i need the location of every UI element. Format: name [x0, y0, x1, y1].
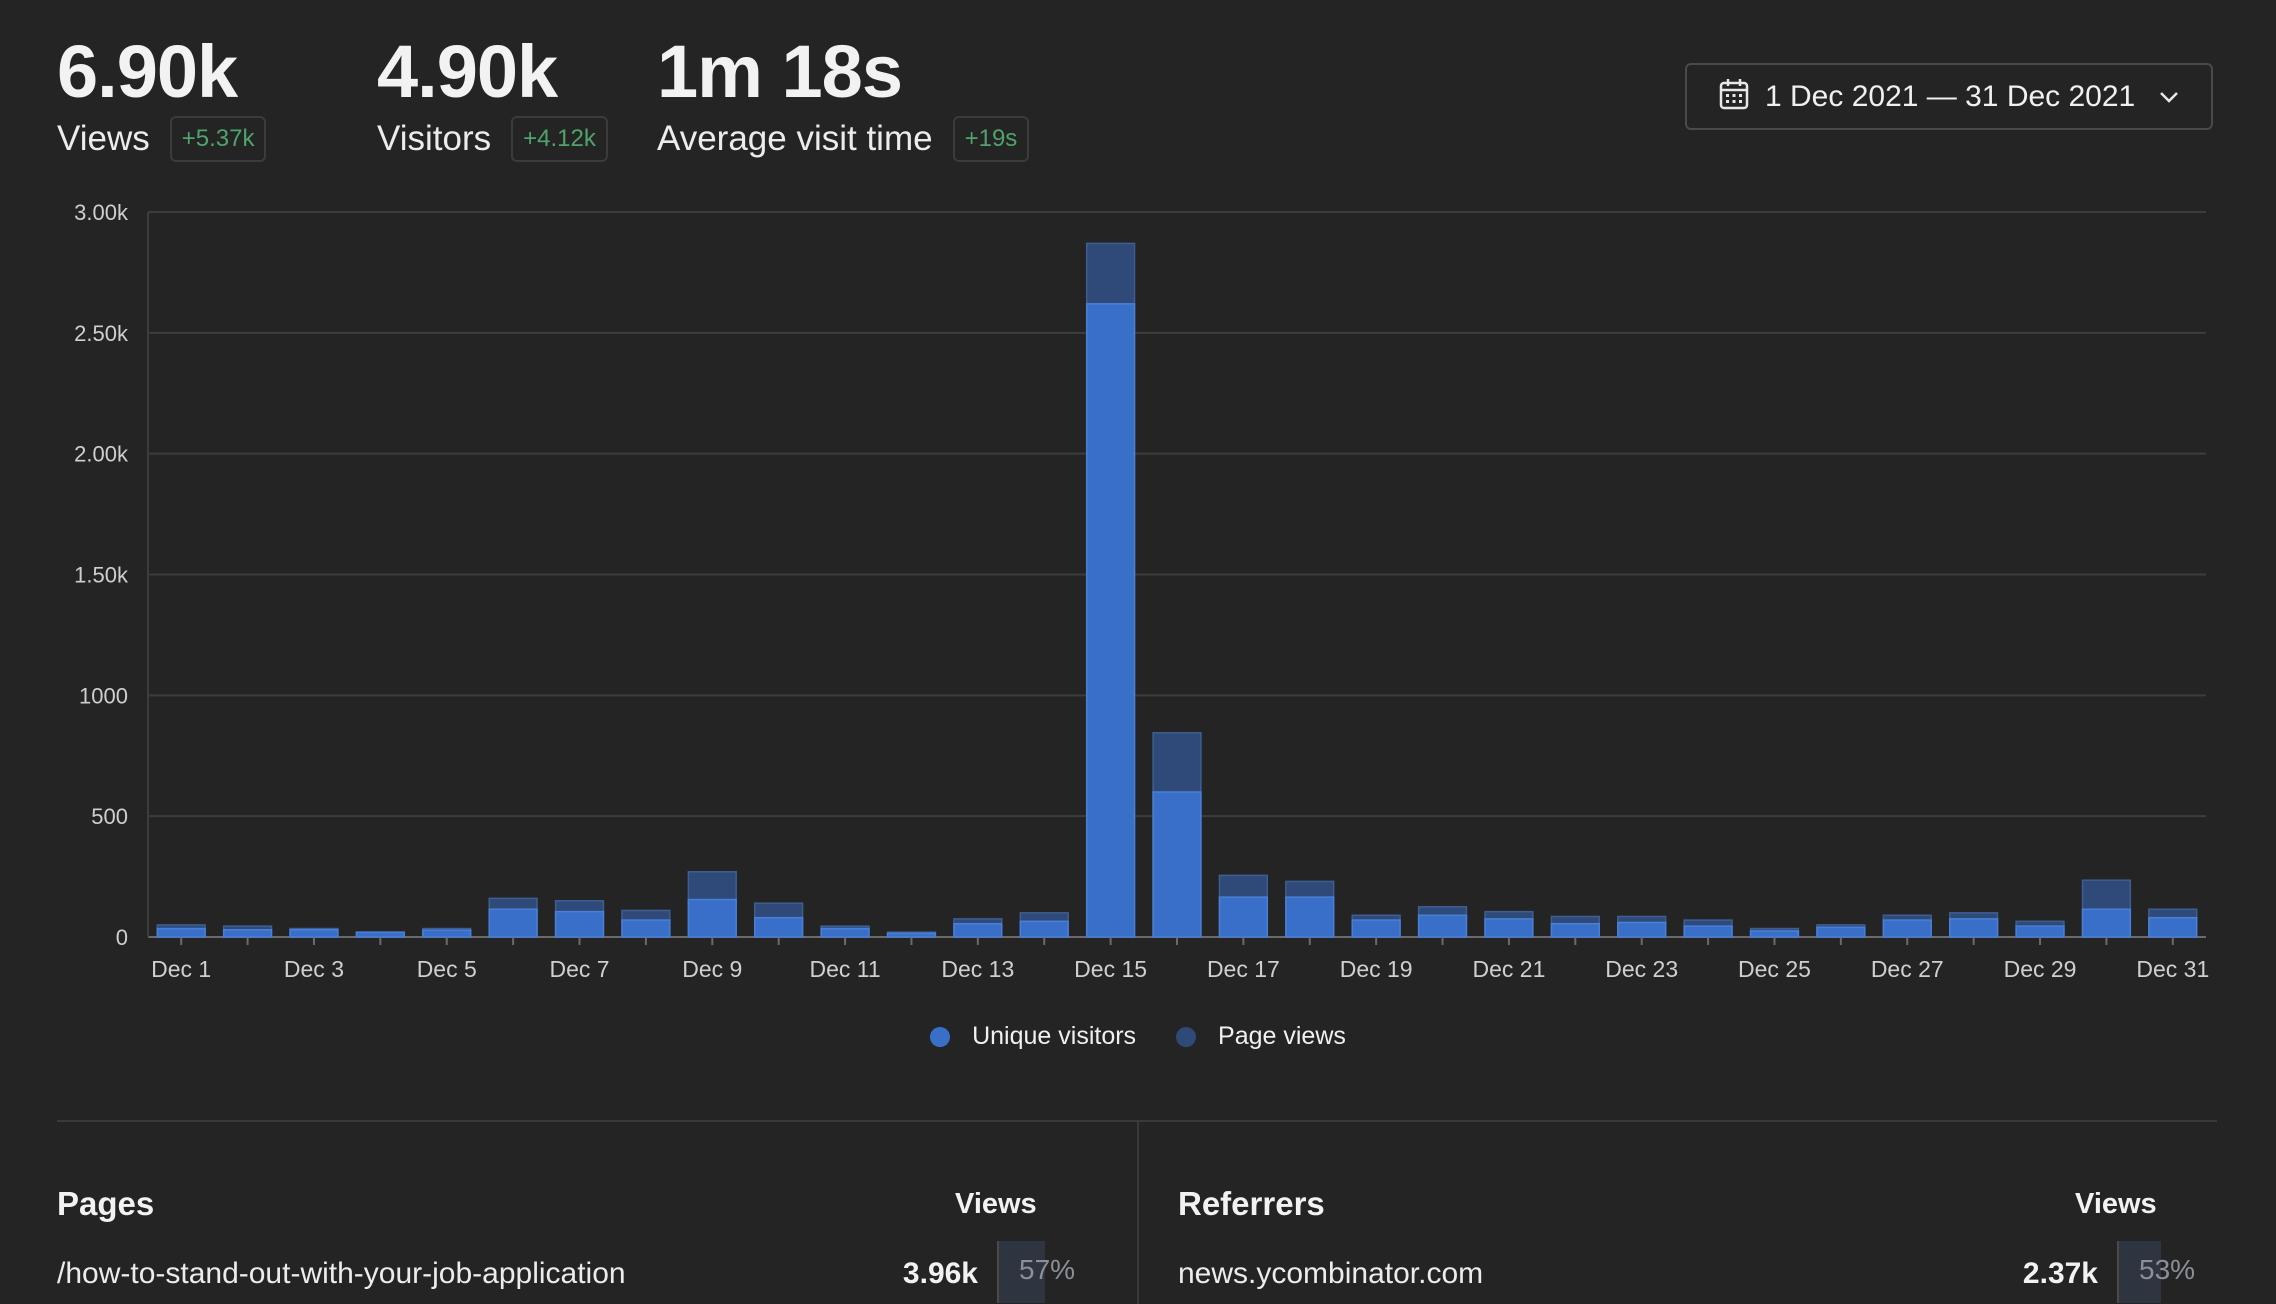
- bar-unique-visitors: [2015, 925, 2065, 938]
- page-path[interactable]: /how-to-stand-out-with-your-job-applicat…: [57, 1257, 626, 1290]
- average-visit-time-change-badge: +19s: [952, 116, 1030, 162]
- x-tick-label: Dec 13: [941, 956, 1014, 982]
- referrer-percent-bar: 53%: [2117, 1241, 2199, 1303]
- bar-unique-visitors: [222, 929, 273, 938]
- x-tick-label: Dec 25: [1738, 956, 1811, 982]
- y-tick-label: 1000: [79, 683, 128, 708]
- legend-item-page-views[interactable]: Page views: [1176, 1022, 1346, 1051]
- bar-unique-visitors: [156, 927, 206, 938]
- x-tick-label: Dec 11: [809, 956, 880, 982]
- bar-unique-visitors: [554, 910, 605, 938]
- views-change-badge: +5.37k: [169, 116, 267, 162]
- chevron-down-icon: [2157, 85, 2181, 114]
- page-percent-bar: 57%: [997, 1241, 1079, 1303]
- bar-unique-visitors: [1484, 918, 1534, 938]
- bar-unique-visitors: [1816, 926, 1866, 938]
- stat-average-visit-time: 1m 18s Average visit time +19s: [657, 28, 1030, 162]
- bar-unique-visitors: [2081, 908, 2132, 938]
- page-percent-text: 57%: [1019, 1254, 1076, 1285]
- y-tick-label: 2.50k: [74, 321, 129, 346]
- referrer-percent-fill: [2119, 1241, 2162, 1303]
- bar-unique-visitors: [1019, 920, 1069, 938]
- bar-unique-visitors: [1617, 921, 1667, 938]
- referrer-views-value: 2.37k: [2022, 1257, 2098, 1290]
- bar-unique-visitors: [1683, 925, 1733, 938]
- y-tick-label: 0: [116, 925, 128, 950]
- stat-visitors: 4.90k Visitors +4.12k: [377, 28, 608, 162]
- referrers-panel-title: Referrers: [1178, 1185, 1325, 1222]
- visitors-change-badge: +4.12k: [511, 116, 608, 162]
- calendar-icon: [1719, 78, 1749, 115]
- referrer-name[interactable]: news.ycombinator.com: [1178, 1257, 1484, 1290]
- date-range-picker[interactable]: 1 Dec 2021 — 31 Dec 2021: [1685, 63, 2213, 130]
- page-views-value: 3.96k: [902, 1257, 978, 1290]
- y-tick-label: 1.50k: [74, 563, 129, 588]
- bar-unique-visitors: [953, 922, 1003, 938]
- bar-unique-visitors: [1285, 896, 1335, 938]
- y-tick-label: 2.00k: [74, 442, 129, 467]
- bar-unique-visitors: [1417, 914, 1468, 938]
- x-tick-label: Dec 23: [1605, 956, 1678, 982]
- average-visit-time-label: Average visit time: [657, 119, 933, 158]
- page-percent-fill: [999, 1241, 1045, 1303]
- x-tick-label: Dec 1: [151, 956, 211, 982]
- referrer-percent-text: 53%: [2139, 1254, 2196, 1285]
- bar-unique-visitors: [2148, 916, 2198, 938]
- bar-unique-visitors: [687, 898, 737, 938]
- panel-divider: [1137, 1122, 1139, 1304]
- stat-views: 6.90k Views +5.37k: [57, 28, 267, 162]
- section-divider: [57, 1120, 2217, 1122]
- x-tick-label: Dec 15: [1074, 956, 1147, 982]
- bar-unique-visitors: [355, 931, 406, 938]
- views-chart: 0 500 1000 1.50k 2.00k 2.50k 3.00k Dec 1 Dec 3 De…: [74, 200, 2209, 982]
- bar-unique-visitors: [488, 908, 538, 938]
- bar-unique-visitors: [289, 929, 339, 938]
- bar-unique-visitors: [1218, 896, 1269, 938]
- bar-unique-visitors: [1882, 919, 1932, 938]
- bar-unique-visitors: [1152, 791, 1202, 938]
- visitors-value: 4.90k: [377, 30, 558, 113]
- bar-unique-visitors: [1085, 303, 1136, 938]
- y-tick-label: 3.00k: [74, 200, 129, 225]
- bar-unique-visitors: [1351, 919, 1401, 938]
- legend-label-unique-visitors: Unique visitors: [972, 1022, 1137, 1050]
- x-tick-label: Dec 7: [549, 956, 609, 982]
- views-label: Views: [57, 119, 150, 158]
- bar-unique-visitors: [1749, 930, 1800, 938]
- y-tick-label: 500: [91, 804, 128, 829]
- x-tick-label: Dec 21: [1472, 956, 1545, 982]
- bar-unique-visitors: [1550, 922, 1600, 938]
- x-tick-label: Dec 5: [417, 956, 477, 982]
- average-visit-time-value: 1m 18s: [657, 30, 903, 113]
- bar-unique-visitors: [754, 916, 804, 938]
- bar-unique-visitors: [1948, 918, 1999, 938]
- legend-item-unique-visitors[interactable]: Unique visitors: [930, 1022, 1136, 1051]
- views-value: 6.90k: [57, 30, 238, 113]
- visitors-label: Visitors: [377, 119, 492, 158]
- chart-legend: Unique visitors Page views: [0, 1022, 2276, 1051]
- legend-swatch-page-views: [1176, 1026, 1197, 1047]
- x-tick-label: Dec 19: [1340, 956, 1413, 982]
- pages-panel-title: Pages: [57, 1185, 155, 1222]
- bar-unique-visitors: [820, 927, 870, 938]
- x-tick-label: Dec 9: [682, 956, 742, 982]
- x-tick-label: Dec 27: [1871, 956, 1944, 982]
- bar-unique-visitors: [422, 929, 472, 938]
- x-tick-label: Dec 17: [1207, 956, 1280, 982]
- date-range-text: 1 Dec 2021 — 31 Dec 2021: [1765, 79, 2136, 113]
- bar-unique-visitors: [886, 932, 937, 938]
- legend-swatch-unique-visitors: [930, 1026, 951, 1047]
- bar-unique-visitors: [621, 919, 671, 938]
- x-tick-label: Dec 29: [2004, 956, 2077, 982]
- pages-views-column-header: Views: [955, 1188, 1037, 1220]
- referrers-views-column-header: Views: [2075, 1188, 2157, 1220]
- x-tick-label: Dec 31: [2136, 956, 2209, 982]
- x-tick-label: Dec 3: [284, 956, 344, 982]
- legend-label-page-views: Page views: [1218, 1022, 1346, 1050]
